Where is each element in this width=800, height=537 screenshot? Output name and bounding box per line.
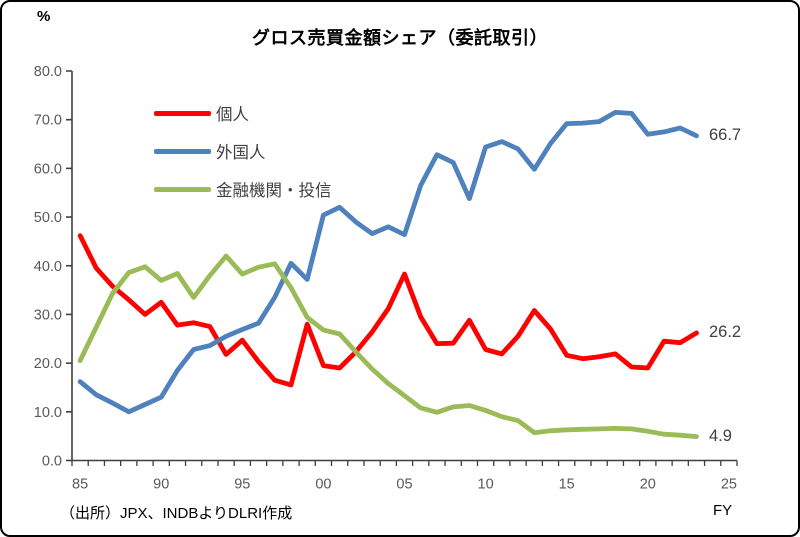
legend-item-foreigner: 外国人: [154, 132, 332, 170]
legend-line-individual-icon: [154, 110, 211, 116]
legend-line-foreigner-icon: [154, 148, 211, 154]
x-axis-unit-label: FY: [713, 502, 733, 519]
legend-label-individual: 個人: [216, 106, 249, 124]
x-tick-label: 20: [640, 477, 656, 493]
series-line-individual: [77, 233, 699, 388]
end-value-label-individual: 26.2: [709, 322, 742, 341]
x-tick-label: 15: [559, 477, 575, 493]
source-note: （出所）JPX、INDBよりDLRI作成: [60, 505, 293, 522]
series-line-foreigner: [77, 110, 699, 415]
y-tick-label: 40.0: [34, 259, 62, 275]
x-tick-label: 95: [234, 477, 250, 493]
y-tick-label: 20.0: [34, 356, 62, 372]
y-tick-label: 30.0: [34, 307, 62, 323]
series-line-financial: [77, 253, 699, 440]
x-tick-label: 85: [72, 477, 88, 493]
y-tick-label: 0.0: [42, 454, 62, 470]
end-value-label-financial: 4.9: [709, 426, 732, 445]
y-tick-label: 10.0: [34, 405, 62, 421]
legend-item-financial: 金融機関・投信: [154, 170, 332, 208]
x-tick-label: 05: [396, 477, 412, 493]
x-tick-label: 00: [315, 477, 331, 493]
x-tick-label: 10: [478, 477, 494, 493]
end-value-label-foreigner: 66.7: [709, 125, 742, 144]
chart-title: グロス売買金額シェア（委託取引）: [252, 28, 548, 48]
x-tick-label: 25: [721, 477, 737, 493]
y-tick-label: 60.0: [34, 161, 62, 177]
legend-label-financial: 金融機関・投信: [216, 182, 332, 200]
x-tick-label: 90: [153, 477, 169, 493]
y-tick-label: 80.0: [34, 64, 62, 80]
y-tick-label: 50.0: [34, 210, 62, 226]
y-tick-label: 70.0: [34, 113, 62, 129]
legend-item-individual: 個人: [154, 94, 332, 132]
legend-line-financial-icon: [154, 186, 211, 192]
y-axis-unit-label: %: [37, 8, 51, 25]
legend: 個人 外国人 金融機関・投信: [154, 94, 332, 208]
legend-label-foreigner: 外国人: [216, 144, 266, 162]
